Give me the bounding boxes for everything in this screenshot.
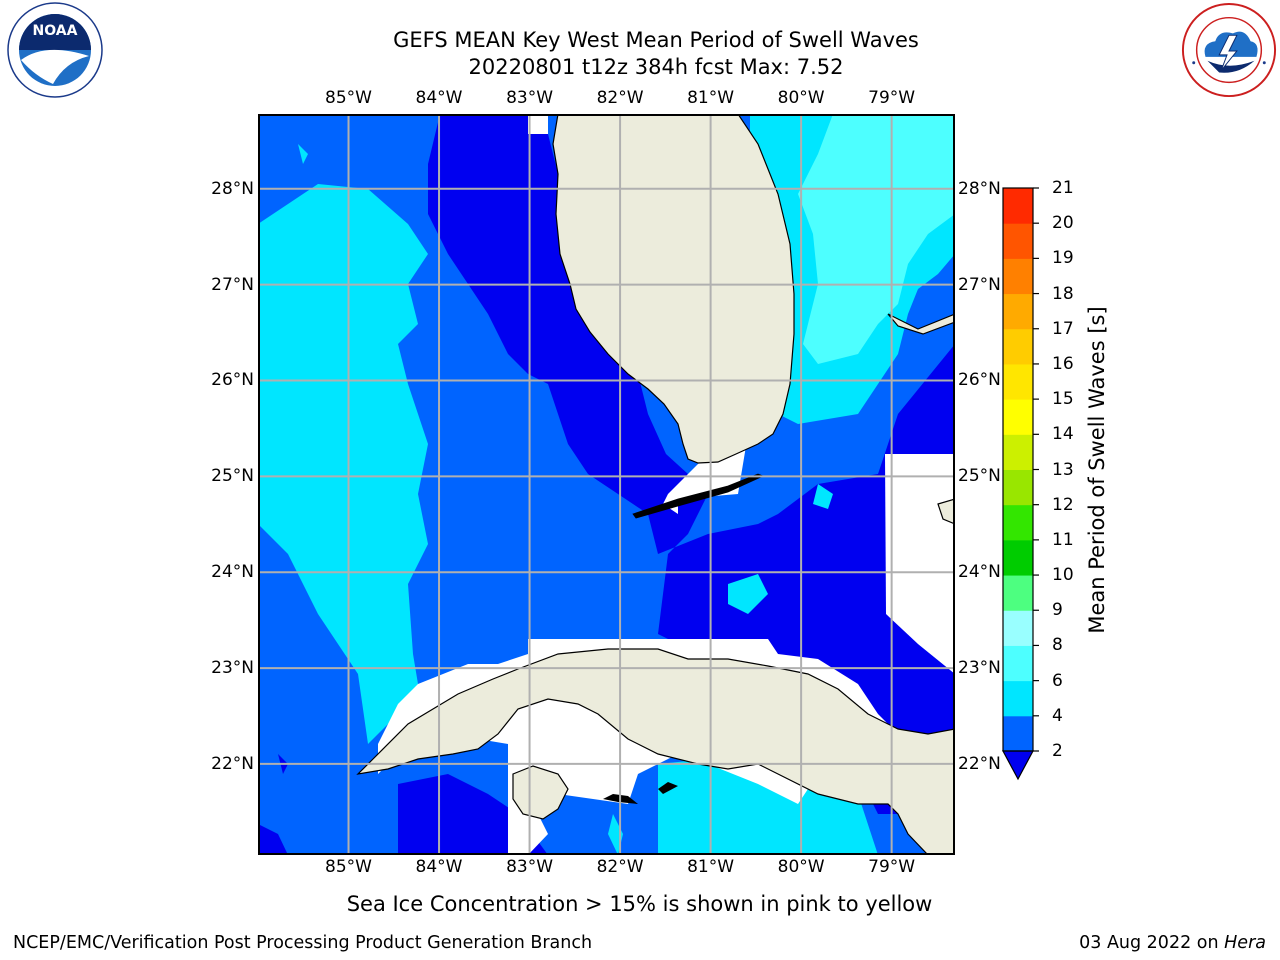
colorbar-tick-label: 12 bbox=[1052, 494, 1074, 515]
colorbar-segment bbox=[1003, 469, 1033, 506]
left-latitude-label: 26°N bbox=[211, 370, 254, 391]
right-latitude-label: 25°N bbox=[958, 466, 1001, 487]
nws-logo bbox=[1180, 2, 1278, 100]
left-latitude-label: 27°N bbox=[211, 274, 254, 295]
right-latitude-label: 26°N bbox=[958, 370, 1001, 391]
right-latitude-label: 22°N bbox=[958, 753, 1001, 774]
colorbar-segment bbox=[1003, 328, 1033, 365]
isla-de-la-juventud bbox=[512, 765, 569, 820]
noaa-logo-text: NOAA bbox=[33, 23, 78, 39]
colorbar-tick-label: 17 bbox=[1052, 318, 1074, 339]
colorbar-segment bbox=[1003, 539, 1033, 576]
bottom-longitude-label: 79°W bbox=[868, 857, 916, 877]
colorbar-segment bbox=[1003, 575, 1033, 611]
bottom-longitude-label: 81°W bbox=[687, 857, 735, 877]
colorbar bbox=[1001, 187, 1039, 781]
bottom-longitude-label: 84°W bbox=[415, 857, 463, 877]
colorbar-segment bbox=[1003, 223, 1033, 259]
left-latitude-label: 24°N bbox=[211, 562, 254, 583]
colorbar-tick-label: 6 bbox=[1052, 670, 1063, 691]
colorbar-segment bbox=[1003, 399, 1033, 435]
colorbar-segment bbox=[1003, 258, 1033, 295]
map-frame bbox=[258, 114, 955, 855]
bahamas-island bbox=[887, 313, 955, 335]
footer-producer: NCEP/EMC/Verification Post Processing Pr… bbox=[13, 933, 593, 953]
sea-ice-note: Sea Ice Concentration > 15% is shown in … bbox=[346, 892, 933, 916]
colorbar-segment bbox=[1003, 645, 1033, 682]
masked-region bbox=[885, 454, 955, 674]
nws-logo-icon bbox=[1181, 2, 1277, 98]
colorbar-tick-label: 2 bbox=[1052, 741, 1063, 761]
bottom-longitude-label: 80°W bbox=[777, 857, 825, 877]
top-longitude-label: 84°W bbox=[415, 88, 463, 108]
colorbar-underflow-triangle bbox=[1001, 750, 1035, 781]
swell-contour-region bbox=[298, 144, 308, 164]
swell-period-map bbox=[258, 114, 955, 855]
noaa-logo-icon: NOAA bbox=[7, 2, 103, 98]
swell-contour-region bbox=[813, 484, 833, 509]
bahamas-island bbox=[937, 498, 955, 525]
colorbar-segment bbox=[1003, 610, 1033, 646]
right-latitude-label: 24°N bbox=[958, 562, 1001, 583]
colorbar-tick-label: 20 bbox=[1052, 213, 1074, 234]
right-latitude-label: 28°N bbox=[958, 178, 1001, 199]
bottom-longitude-label: 82°W bbox=[596, 857, 644, 877]
colorbar-tick-label: 19 bbox=[1052, 248, 1074, 269]
colorbar-tick-label: 9 bbox=[1052, 600, 1063, 621]
map-title-line-1: GEFS MEAN Key West Mean Period of Swell … bbox=[393, 28, 919, 52]
colorbar-tick-label: 21 bbox=[1052, 178, 1074, 198]
swell-contour-region bbox=[798, 114, 955, 364]
colorbar-segment bbox=[1003, 680, 1033, 717]
colorbar-segment bbox=[1003, 434, 1033, 470]
swell-contour-region bbox=[428, 114, 955, 814]
colorbar-segment bbox=[1003, 715, 1033, 752]
colorbar-tick-label: 16 bbox=[1052, 353, 1074, 374]
swell-contour-region bbox=[258, 184, 428, 744]
top-longitude-label: 80°W bbox=[777, 88, 825, 108]
colorbar-segment bbox=[1003, 188, 1033, 224]
footer-date: 03 Aug 2022 on Hera bbox=[1079, 932, 1266, 954]
masked-region bbox=[528, 114, 548, 134]
right-latitude-label: 23°N bbox=[958, 658, 1001, 679]
colorbar-label-text: Mean Period of Swell Waves [s] bbox=[1085, 306, 1109, 634]
colorbar-tick-label: 11 bbox=[1052, 529, 1074, 550]
top-longitude-label: 85°W bbox=[325, 88, 372, 108]
colorbar-tick-label: 4 bbox=[1052, 705, 1063, 726]
map-title-line-2: 20220801 t12z 384h fcst Max: 7.52 bbox=[468, 55, 844, 79]
left-latitude-label: 25°N bbox=[211, 466, 254, 487]
florida-landmass bbox=[552, 114, 795, 464]
footer-date-text: 03 Aug 2022 on bbox=[1079, 933, 1225, 953]
colorbar-segment bbox=[1003, 363, 1033, 400]
left-latitude-label: 23°N bbox=[211, 658, 254, 679]
colorbar-tick-label: 10 bbox=[1052, 565, 1074, 586]
colorbar-tick-label: 14 bbox=[1052, 424, 1074, 445]
swell-contour-region bbox=[508, 344, 548, 374]
bottom-longitude-label: 85°W bbox=[325, 857, 372, 877]
swell-contour-region bbox=[518, 174, 558, 214]
top-longitude-label: 81°W bbox=[687, 88, 735, 108]
swell-contour-region bbox=[728, 574, 768, 614]
noaa-logo: NOAA bbox=[5, 2, 105, 102]
swell-contour-region bbox=[258, 824, 288, 855]
cuba-landmass bbox=[356, 648, 955, 855]
colorbar-tick-label: 13 bbox=[1052, 459, 1074, 480]
colorbar-tick-label: 15 bbox=[1052, 389, 1074, 410]
left-latitude-label: 28°N bbox=[211, 178, 254, 199]
top-longitude-label: 82°W bbox=[596, 88, 644, 108]
cay-outline bbox=[658, 782, 678, 794]
top-longitude-label: 79°W bbox=[868, 88, 916, 108]
bottom-longitude-label: 83°W bbox=[506, 857, 554, 877]
left-latitude-label: 22°N bbox=[211, 753, 254, 774]
top-longitude-label: 83°W bbox=[506, 88, 554, 108]
colorbar-tick-label: 8 bbox=[1052, 635, 1063, 656]
right-latitude-label: 27°N bbox=[958, 274, 1001, 295]
colorbar-tick-label: 18 bbox=[1052, 283, 1074, 304]
colorbar-segment bbox=[1003, 293, 1033, 330]
colorbar-segment bbox=[1003, 504, 1033, 541]
footer-machine: Hera bbox=[1224, 933, 1266, 953]
